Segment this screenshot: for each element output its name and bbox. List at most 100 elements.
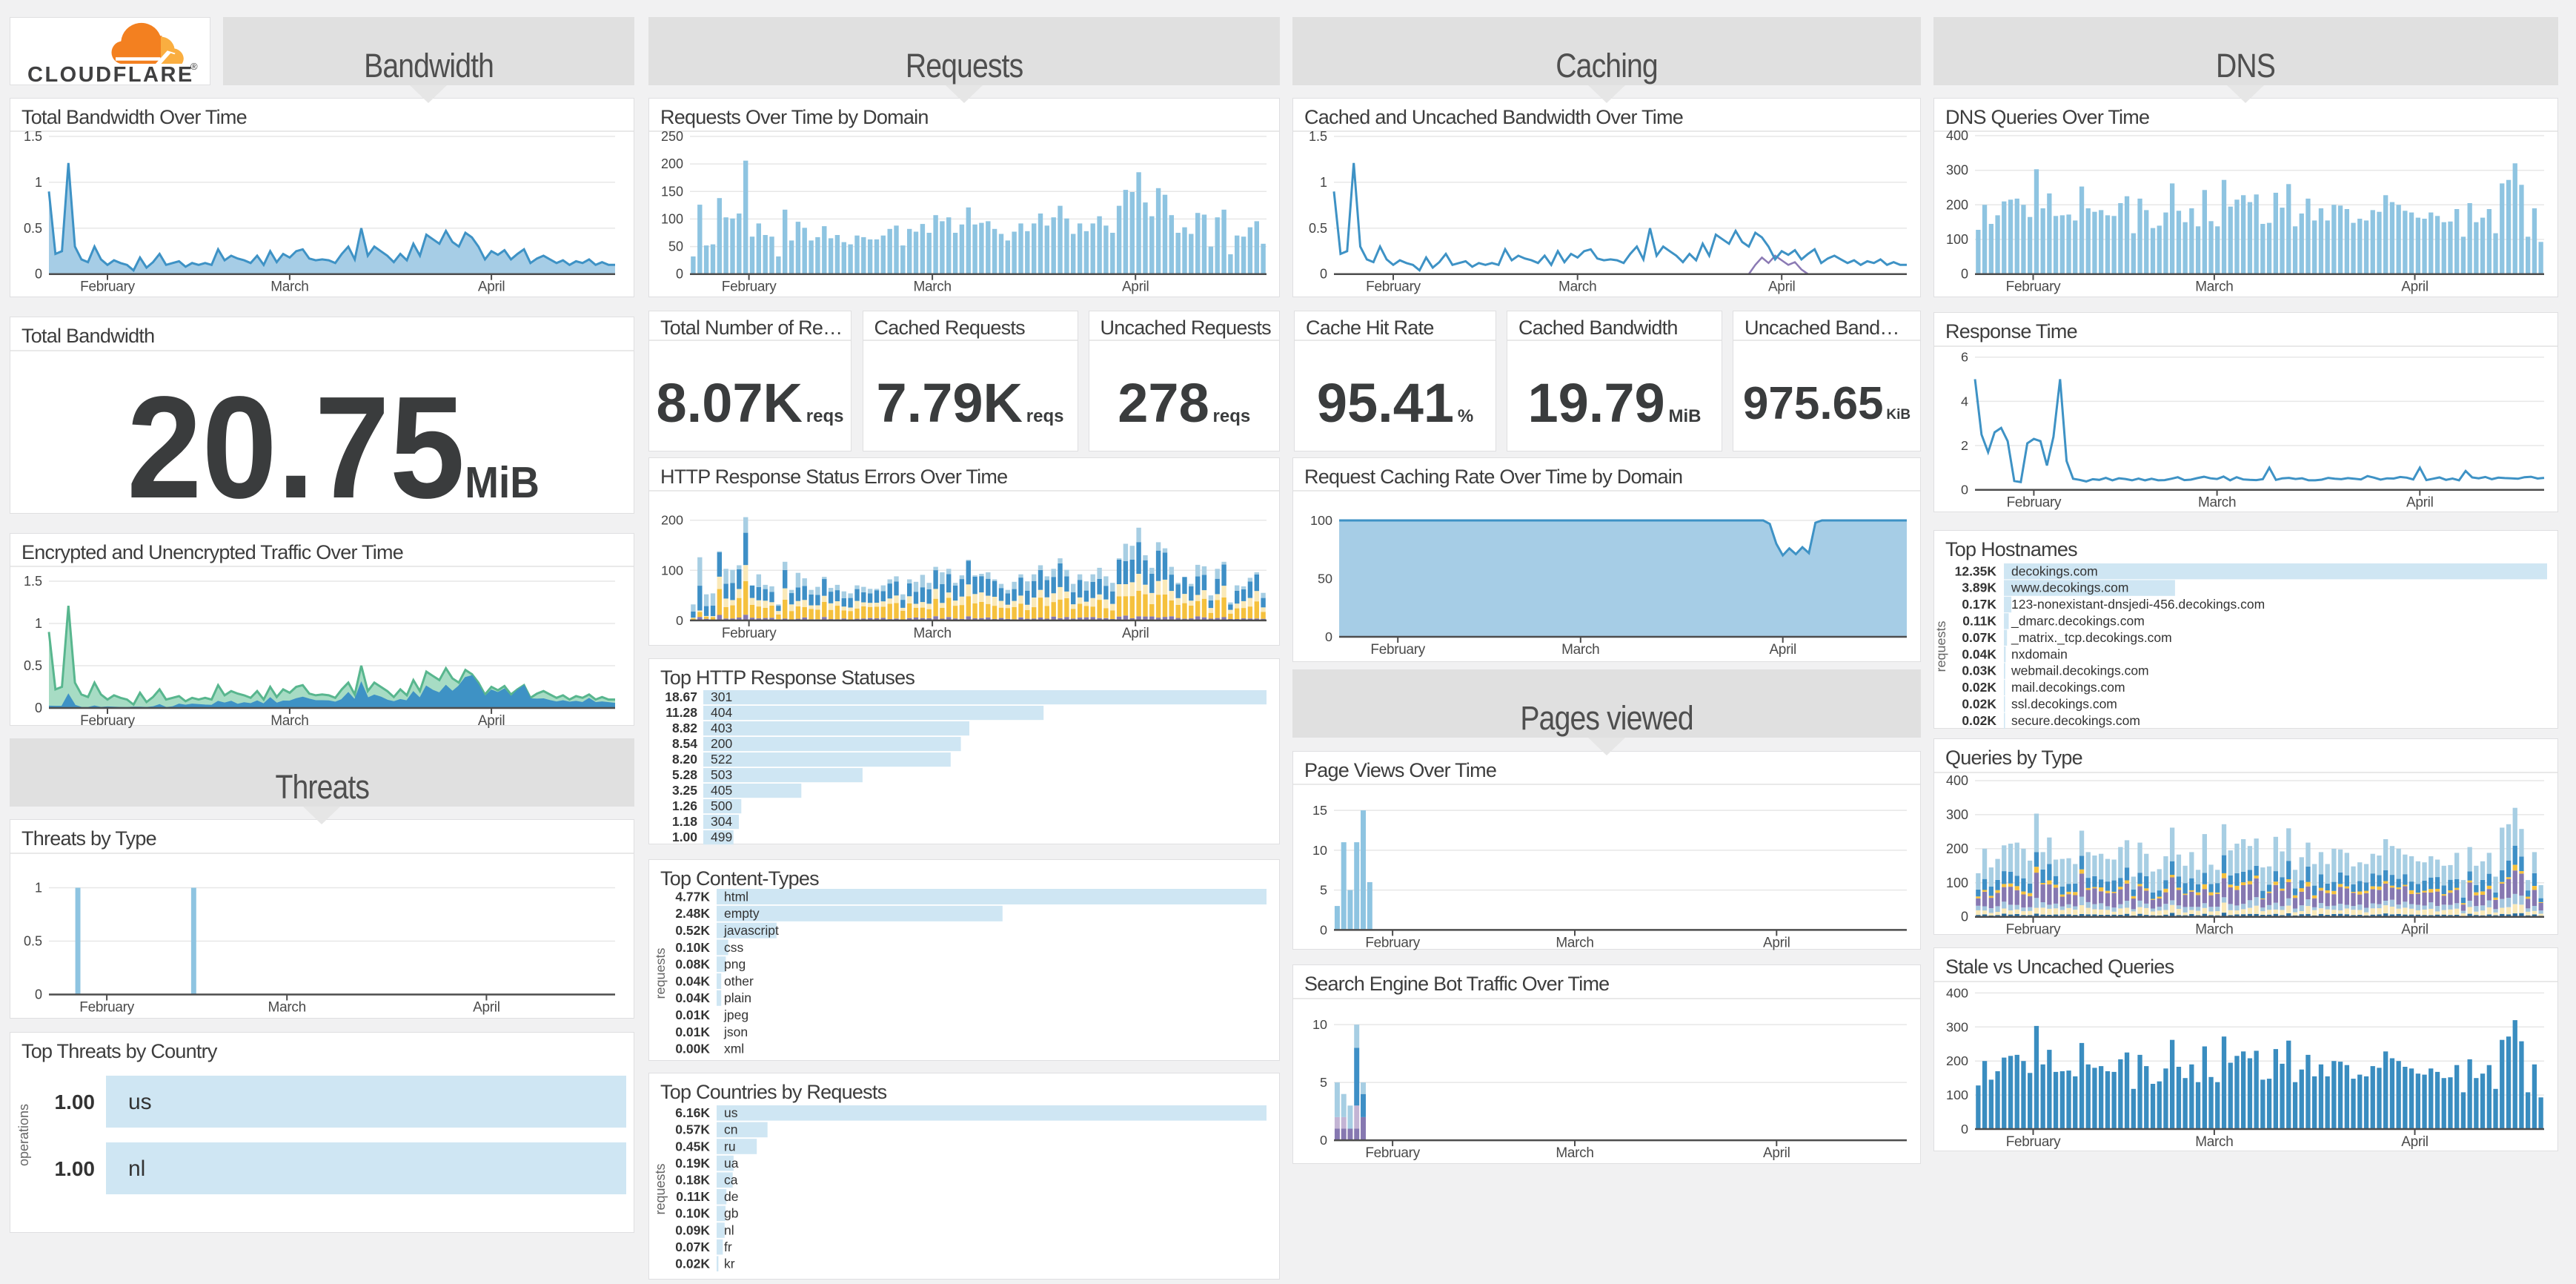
svg-text:March: March [270, 713, 308, 729]
svg-text:0.18K: 0.18K [675, 1173, 710, 1188]
svg-text:3.25: 3.25 [672, 783, 697, 798]
svg-text:de: de [724, 1190, 738, 1205]
svg-text:4: 4 [1961, 394, 1968, 408]
svg-text:503: 503 [711, 767, 732, 782]
svg-text:April: April [473, 999, 500, 1015]
svg-text:15: 15 [1312, 803, 1327, 818]
svg-text:empty: empty [724, 906, 760, 921]
svg-text:javascript: javascript [723, 923, 779, 938]
svg-text:301: 301 [711, 689, 732, 704]
svg-text:400: 400 [1946, 985, 1968, 1000]
svg-text:April: April [1122, 626, 1149, 641]
svg-text:300: 300 [1946, 807, 1968, 821]
svg-text:February: February [1365, 936, 1420, 951]
svg-text:json: json [723, 1025, 748, 1039]
svg-text:6: 6 [1961, 349, 1968, 364]
svg-text:0.19K: 0.19K [675, 1156, 710, 1171]
svg-text:200: 200 [711, 736, 732, 751]
svg-text:400: 400 [1946, 773, 1968, 788]
svg-text:0.11K: 0.11K [1962, 613, 1996, 628]
svg-text:100: 100 [1946, 875, 1968, 890]
svg-text:5: 5 [1320, 1075, 1327, 1090]
svg-text:0: 0 [1961, 267, 1968, 282]
svg-text:50: 50 [668, 239, 683, 254]
svg-text:jpeg: jpeg [723, 1007, 748, 1022]
svg-text:0: 0 [35, 701, 42, 715]
svg-text:8.20: 8.20 [672, 752, 697, 767]
svg-text:0: 0 [1320, 267, 1327, 282]
svg-text:March: March [1558, 279, 1596, 295]
svg-text:webmail.decokings.com: webmail.decokings.com [2011, 663, 2149, 678]
svg-text:us: us [128, 1090, 152, 1114]
svg-text:50: 50 [1318, 572, 1332, 586]
svg-text:1.5: 1.5 [1309, 129, 1327, 144]
svg-text:405: 405 [711, 783, 732, 798]
svg-text:0: 0 [1961, 1122, 1968, 1136]
svg-text:February: February [722, 279, 777, 295]
svg-text:February: February [80, 713, 135, 729]
svg-text:other: other [724, 973, 754, 988]
svg-text:April: April [2401, 279, 2429, 295]
svg-text:10: 10 [1312, 843, 1327, 858]
svg-text:0: 0 [1320, 923, 1327, 938]
svg-text:March: March [268, 999, 306, 1015]
svg-text:12.35K: 12.35K [1955, 563, 1997, 578]
svg-text:gb: gb [724, 1206, 738, 1221]
svg-text:March: March [1561, 642, 1599, 658]
svg-text:100: 100 [1946, 1088, 1968, 1102]
svg-text:100: 100 [1310, 513, 1332, 528]
svg-text:xml: xml [724, 1041, 744, 1056]
svg-text:February: February [1370, 642, 1425, 658]
svg-text:0.04K: 0.04K [675, 990, 710, 1005]
svg-text:250: 250 [661, 129, 683, 144]
svg-text:0.07K: 0.07K [1962, 629, 1996, 644]
svg-text:123-nonexistant-dnsjedi-456.de: 123-nonexistant-dnsjedi-456.decokings.co… [2011, 597, 2265, 612]
svg-text:0.17K: 0.17K [1962, 597, 1996, 612]
svg-text:18.67: 18.67 [665, 689, 697, 704]
svg-text:150: 150 [661, 184, 683, 199]
svg-text:0.01K: 0.01K [675, 1007, 710, 1022]
svg-text:fr: fr [724, 1240, 732, 1254]
svg-text:0.10K: 0.10K [675, 1206, 710, 1221]
svg-text:April: April [2406, 494, 2433, 510]
svg-text:ca: ca [724, 1173, 738, 1188]
svg-text:February: February [2006, 921, 2061, 937]
svg-text:html: html [724, 889, 748, 904]
svg-text:0.02K: 0.02K [1962, 712, 1996, 727]
svg-text:0.5: 0.5 [24, 221, 42, 236]
svg-text:5.28: 5.28 [672, 767, 697, 782]
svg-text:0.02K: 0.02K [1962, 680, 1996, 695]
svg-text:1.18: 1.18 [672, 814, 697, 829]
svg-text:February: February [722, 626, 777, 641]
svg-text:_matrix._tcp.decokings.com: _matrix._tcp.decokings.com [2011, 629, 2172, 645]
svg-text:4.77K: 4.77K [675, 889, 710, 904]
svg-text:1: 1 [1320, 175, 1327, 190]
svg-text:March: March [913, 626, 951, 641]
svg-text:1.5: 1.5 [24, 129, 42, 144]
svg-text:secure.decokings.com: secure.decokings.com [2011, 712, 2140, 727]
svg-text:nl: nl [724, 1223, 734, 1238]
svg-text:0.57K: 0.57K [675, 1122, 710, 1137]
svg-text:April: April [1122, 279, 1149, 295]
svg-text:css: css [724, 940, 743, 955]
svg-text:February: February [1365, 1145, 1420, 1161]
svg-text:February: February [79, 999, 134, 1015]
svg-text:0: 0 [35, 987, 42, 1002]
svg-text:1.00: 1.00 [55, 1157, 96, 1180]
svg-text:499: 499 [711, 830, 732, 844]
svg-text:1: 1 [35, 880, 42, 895]
svg-text:8.54: 8.54 [672, 736, 697, 751]
svg-text:0: 0 [1325, 629, 1332, 644]
svg-text:cn: cn [724, 1122, 737, 1137]
svg-text:100: 100 [661, 563, 683, 578]
svg-text:0.52K: 0.52K [675, 923, 710, 938]
svg-text:April: April [2401, 1134, 2428, 1150]
svg-text:www.decokings.com: www.decokings.com [2011, 580, 2128, 595]
svg-text:1.00: 1.00 [55, 1091, 96, 1113]
svg-text:400: 400 [1946, 128, 1968, 143]
svg-text:requests: requests [653, 1164, 668, 1215]
svg-text:0.08K: 0.08K [675, 956, 710, 971]
svg-text:0.04K: 0.04K [675, 973, 710, 988]
svg-text:mail.decokings.com: mail.decokings.com [2011, 680, 2125, 695]
svg-text:_dmarc.decokings.com: _dmarc.decokings.com [2011, 613, 2145, 629]
